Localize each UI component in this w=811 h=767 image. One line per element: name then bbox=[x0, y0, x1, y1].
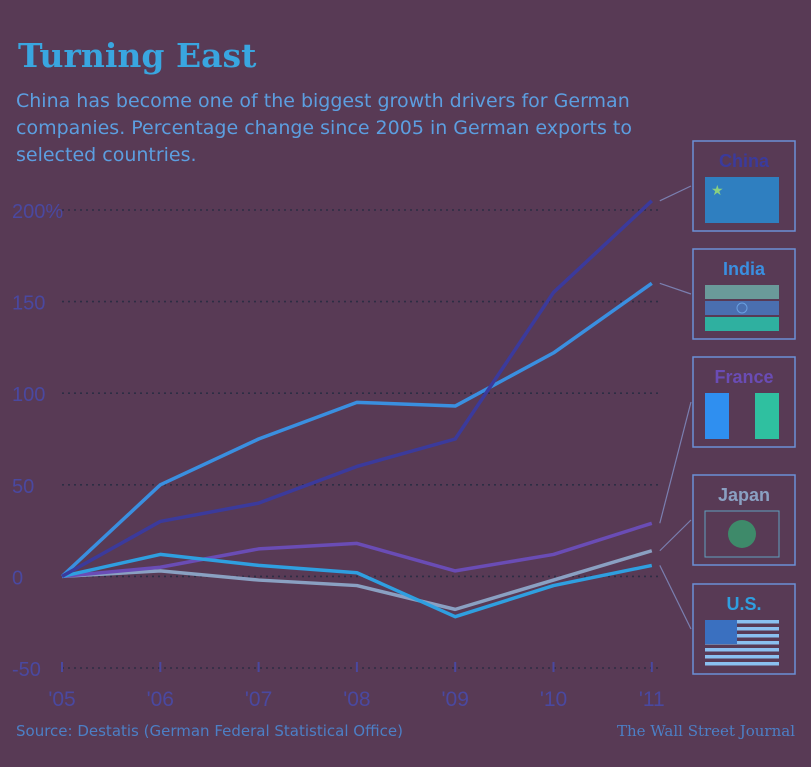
legend-pointer-france bbox=[659, 401, 692, 524]
france-flag-stripe-icon bbox=[755, 393, 779, 439]
x-tick-label: '11 bbox=[639, 688, 665, 711]
series-line-india bbox=[60, 281, 653, 578]
japan-flag-sun-icon bbox=[728, 520, 756, 548]
us-flag-stripe-icon bbox=[705, 641, 779, 645]
series-line-france bbox=[61, 521, 653, 579]
legend-label-india: India bbox=[723, 259, 766, 279]
china-flag-star-icon: ★ bbox=[711, 183, 724, 199]
x-tick-label: '05 bbox=[48, 688, 75, 711]
france-flag-stripe-icon bbox=[705, 393, 729, 439]
us-flag-stripe-icon bbox=[705, 634, 779, 638]
us-flag-stripe-icon bbox=[705, 648, 779, 652]
series-line-us bbox=[61, 552, 653, 619]
legend-box-china bbox=[692, 140, 796, 232]
x-tick-label: '09 bbox=[442, 688, 469, 711]
china-flag-icon bbox=[705, 177, 779, 223]
x-tick-label: '10 bbox=[540, 688, 567, 711]
india-flag-stripe-icon bbox=[705, 301, 779, 315]
x-tick-label: '06 bbox=[147, 688, 174, 711]
y-tick-label: 150 bbox=[12, 293, 45, 315]
us-flag-stripe-icon bbox=[705, 662, 779, 666]
legend-label-japan: Japan bbox=[718, 485, 770, 505]
legend-label-france: France bbox=[714, 367, 773, 387]
us-flag-stripe-icon bbox=[705, 655, 779, 659]
y-tick-label: 0 bbox=[12, 567, 23, 589]
us-flag-stripe-icon bbox=[705, 627, 779, 631]
chart-title: Turning East bbox=[18, 36, 257, 75]
legend-pointer-japan bbox=[659, 519, 692, 552]
x-tick-label: '08 bbox=[343, 688, 370, 711]
legend-box-japan bbox=[692, 474, 796, 566]
legend-pointer-us bbox=[659, 565, 692, 630]
legend-pointer-china bbox=[659, 185, 692, 202]
source-note: Source: Destatis (German Federal Statist… bbox=[16, 722, 403, 740]
legend-box-us bbox=[692, 583, 796, 675]
y-tick-label: 100 bbox=[12, 384, 45, 406]
y-tick-label: -50 bbox=[12, 659, 41, 681]
india-flag-stripe-icon bbox=[705, 285, 779, 299]
x-tick-label: '07 bbox=[245, 688, 272, 711]
us-flag-canton-icon bbox=[705, 620, 737, 644]
y-tick-label: 200% bbox=[12, 201, 63, 223]
us-flag-stripe-icon bbox=[705, 620, 779, 624]
series-line-china bbox=[61, 199, 653, 578]
legend-label-us: U.S. bbox=[726, 594, 761, 614]
series-line-japan bbox=[61, 549, 653, 612]
legend-box-india bbox=[692, 248, 796, 340]
credit-note: The Wall Street Journal bbox=[616, 722, 795, 740]
legend-pointer-india bbox=[659, 282, 692, 295]
chart-subtitle: China has become one of the biggest grow… bbox=[16, 90, 632, 166]
y-tick-label: 50 bbox=[12, 476, 34, 498]
legend-label-china: China bbox=[719, 151, 770, 171]
japan-flag-icon bbox=[704, 510, 780, 558]
india-flag-wheel-icon bbox=[736, 302, 748, 314]
india-flag-stripe-icon bbox=[705, 317, 779, 331]
legend-box-france bbox=[692, 356, 796, 448]
